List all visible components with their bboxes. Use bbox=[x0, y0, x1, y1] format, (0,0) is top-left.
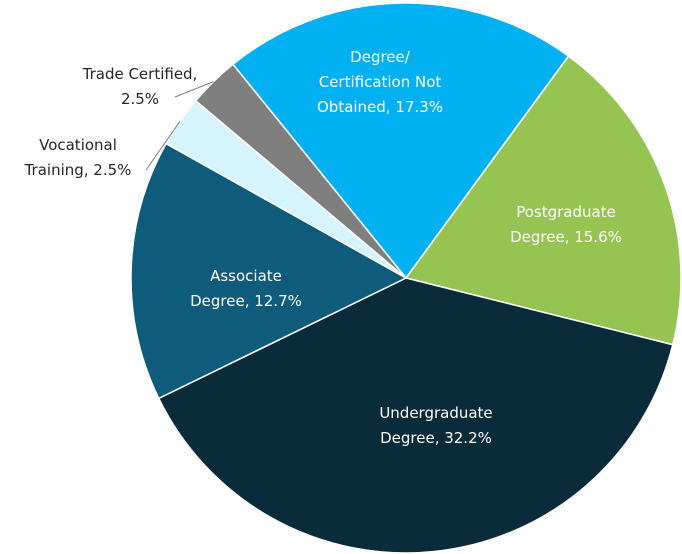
pie-slice bbox=[404, 55, 682, 346]
pie-slice bbox=[194, 63, 407, 279]
label-line: Degree/ bbox=[350, 48, 411, 66]
data-label: Degree/Certification Not Obtained, 17.3% bbox=[317, 48, 443, 116]
leader-line bbox=[145, 121, 181, 171]
pie-slice bbox=[231, 2, 570, 280]
leader-line bbox=[174, 81, 214, 98]
data-label: Trade Certified, 2.5% bbox=[82, 65, 198, 108]
label-line: Degree, 15.6% bbox=[510, 228, 622, 246]
label-line: Vocational bbox=[39, 136, 117, 154]
label-line: Certification Not bbox=[319, 73, 442, 91]
label-line: Undergraduate bbox=[379, 404, 492, 422]
data-label: Associate Degree, 12.7% bbox=[190, 267, 302, 310]
pie-slice bbox=[157, 277, 674, 554]
label-line: Postgraduate bbox=[516, 203, 616, 221]
label-line: 2.5% bbox=[121, 90, 159, 108]
data-label: Vocational Training, 2.5% bbox=[24, 136, 132, 179]
data-label: Postgraduate Degree, 15.6% bbox=[510, 203, 622, 246]
label-line: Degree, 32.2% bbox=[380, 429, 492, 447]
label-line: Degree, 12.7% bbox=[190, 292, 302, 310]
label-line: Trade Certified, bbox=[82, 65, 198, 83]
data-label: Undergraduate Degree, 32.2% bbox=[379, 404, 492, 447]
label-line: Training, 2.5% bbox=[24, 161, 132, 179]
label-line: Obtained, 17.3% bbox=[317, 98, 443, 116]
label-line: Associate bbox=[210, 267, 282, 285]
pie-slice bbox=[130, 142, 408, 400]
